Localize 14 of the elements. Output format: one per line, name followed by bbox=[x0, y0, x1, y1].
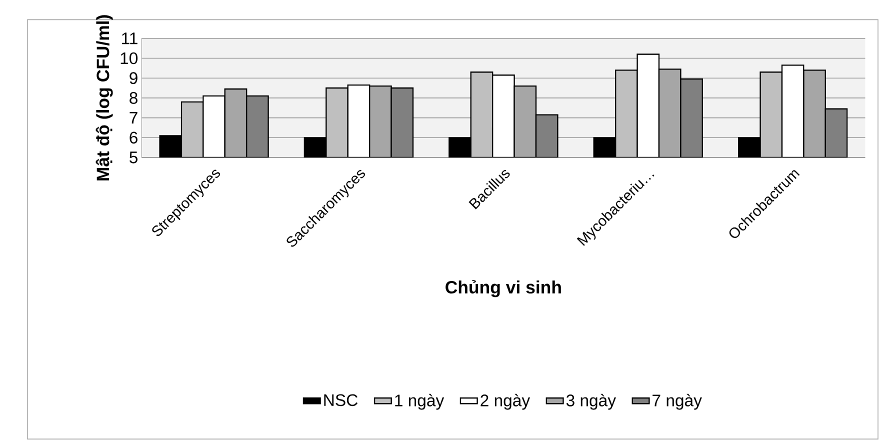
y-tick-label: 9 bbox=[130, 72, 138, 84]
y-tick-label: 11 bbox=[122, 32, 138, 44]
x-axis-title: Chủng vi sinh bbox=[446, 280, 561, 298]
legend-label: 3 ngày bbox=[566, 394, 616, 410]
legend-label: 7 ngày bbox=[652, 394, 702, 410]
legend-label: NSC bbox=[324, 394, 358, 406]
y-tick-label: 10 bbox=[120, 52, 138, 64]
y-tick-label: 6 bbox=[130, 132, 138, 144]
legend-label: 1 ngày bbox=[395, 394, 444, 410]
y-tick-label: 8 bbox=[130, 92, 138, 104]
y-axis-title: Mật độ (log CFU/ml) bbox=[96, 15, 113, 180]
y-tick-label: 5 bbox=[130, 152, 138, 164]
y-tick-label: 7 bbox=[130, 112, 138, 124]
legend-label: 2 ngày bbox=[480, 394, 530, 410]
